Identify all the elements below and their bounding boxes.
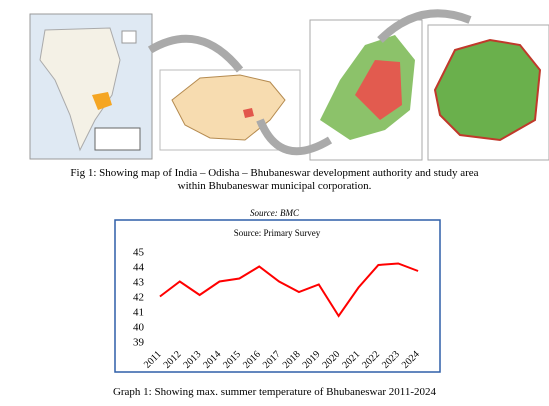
odisha-land [171, 74, 286, 141]
figure-source: Source: BMC [250, 208, 299, 218]
y-tick-label: 40 [133, 322, 145, 334]
map-figure [29, 9, 549, 161]
y-tick-label: 42 [133, 292, 144, 304]
legend-box [94, 127, 141, 151]
chart: Source: Primary Survey 39404142434445201… [114, 219, 441, 373]
graph-caption: Graph 1: Showing max. summer temperature… [112, 386, 437, 398]
odisha-highlight [92, 92, 112, 110]
y-tick-label: 41 [133, 307, 144, 319]
y-tick-label: 44 [133, 262, 145, 274]
bmc-area [355, 60, 402, 120]
bda-highlight [243, 108, 254, 118]
figure-caption: Fig 1: Showing map of India – Odisha – B… [70, 167, 479, 192]
y-tick-label: 43 [133, 277, 145, 289]
line [159, 262, 419, 318]
arrow [256, 118, 333, 156]
y-tick-label: 39 [133, 337, 145, 349]
india-land [39, 27, 121, 152]
arrow [377, 9, 472, 43]
chart-border [114, 219, 441, 373]
north-arrow [121, 30, 137, 44]
y-tick-label: 45 [133, 247, 145, 259]
bmc-land [433, 38, 542, 142]
arrow [147, 34, 244, 73]
chart-title: Source: Primary Survey [234, 228, 321, 238]
